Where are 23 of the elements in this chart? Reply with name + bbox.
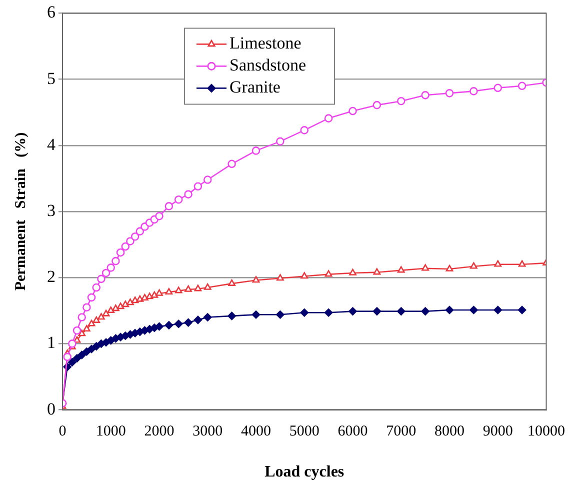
x-tick-label: 1000 xyxy=(96,424,126,440)
y-tick-label: 0 xyxy=(47,399,56,418)
y-tick-label: 5 xyxy=(47,68,56,88)
x-tick-label: 6000 xyxy=(338,424,368,440)
legend-label: Granite xyxy=(230,78,280,97)
y-axis-title: Permanent Strain (%) xyxy=(12,132,29,291)
legend-label: Limestone xyxy=(230,34,302,53)
x-tick-label: 3000 xyxy=(192,424,223,440)
x-tick-label: 10000 xyxy=(528,424,565,440)
y-tick-label: 6 xyxy=(47,2,56,22)
x-tick-label: 0 xyxy=(58,424,66,440)
y-tick-label: 1 xyxy=(47,333,56,352)
x-tick-label: 5000 xyxy=(289,424,320,440)
x-tick-label: 9000 xyxy=(482,424,513,440)
x-tick-label: 4000 xyxy=(241,424,271,440)
x-tick-label: 8000 xyxy=(434,424,464,440)
y-tick-label: 4 xyxy=(47,134,56,154)
x-axis-title: Load cycles xyxy=(264,464,344,481)
y-tick-label: 3 xyxy=(47,200,56,220)
y-tick-label: 2 xyxy=(47,267,56,286)
legend-label: Sansdstone xyxy=(230,56,306,75)
x-tick-label: 7000 xyxy=(386,424,416,440)
x-tick-label: 2000 xyxy=(144,424,174,440)
